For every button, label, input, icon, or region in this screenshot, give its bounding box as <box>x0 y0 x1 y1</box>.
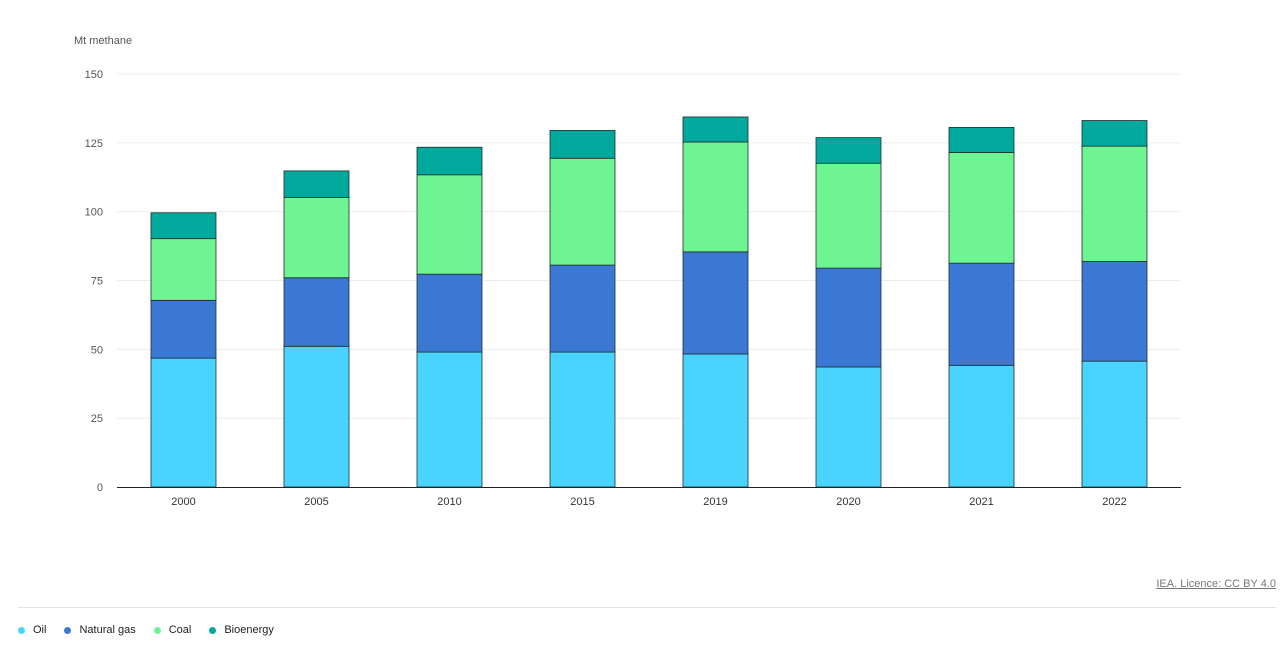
bar-segment-bioenergy-2005[interactable] <box>283 170 350 198</box>
x-tick-label: 2015 <box>570 496 594 508</box>
bar-segment-bioenergy-2019[interactable] <box>682 116 749 143</box>
y-tick-label: 0 <box>97 482 103 494</box>
bar-segment-coal-2021[interactable] <box>948 152 1015 264</box>
bar-segment-natural-gas-2021[interactable] <box>948 262 1015 366</box>
legend-divider <box>18 607 1276 608</box>
legend-label: Bioenergy <box>224 624 274 636</box>
y-tick-label: 25 <box>91 413 103 425</box>
y-tick-label: 75 <box>91 276 103 288</box>
bar-segment-oil-2005[interactable] <box>283 345 350 488</box>
legend-item-oil[interactable]: Oil <box>18 624 46 636</box>
legend-dot-icon <box>18 626 25 634</box>
y-tick-label: 100 <box>85 207 103 219</box>
y-axis-ticks: 0 25 50 75 100 125 150 <box>85 69 103 494</box>
bar-segment-natural-gas-2019[interactable] <box>682 251 749 355</box>
bar-segment-natural-gas-2000[interactable] <box>150 299 217 359</box>
y-tick-label: 150 <box>85 69 103 81</box>
bar-segment-coal-2010[interactable] <box>416 174 483 275</box>
bar-segment-bioenergy-2020[interactable] <box>815 137 882 164</box>
bar-segment-oil-2015[interactable] <box>549 351 616 488</box>
bar-segment-oil-2010[interactable] <box>416 351 483 488</box>
x-tick-label: 2000 <box>171 496 195 508</box>
bar-segment-bioenergy-2000[interactable] <box>150 212 217 240</box>
bar-segment-oil-2020[interactable] <box>815 366 882 488</box>
bar-segment-oil-2021[interactable] <box>948 364 1015 488</box>
legend-dot-icon <box>64 626 72 634</box>
grid-lines <box>117 73 1181 419</box>
x-tick-label: 2020 <box>836 496 860 508</box>
bar-segment-coal-2005[interactable] <box>283 196 350 279</box>
bar-segment-coal-2019[interactable] <box>682 141 749 253</box>
y-tick-label: 125 <box>85 138 103 150</box>
bar-segment-natural-gas-2020[interactable] <box>815 267 882 368</box>
bar-segment-oil-2019[interactable] <box>682 353 749 488</box>
legend: Oil Natural gas Coal Bioenergy <box>18 624 274 636</box>
x-tick-label: 2005 <box>304 496 328 508</box>
bar-segment-bioenergy-2022[interactable] <box>1081 120 1148 147</box>
legend-item-coal[interactable]: Coal <box>153 624 192 636</box>
legend-dot-icon <box>209 626 217 634</box>
bar-segment-coal-2015[interactable] <box>549 157 616 266</box>
x-tick-label: 2019 <box>703 496 727 508</box>
x-tick-label: 2021 <box>969 496 993 508</box>
bar-segment-oil-2022[interactable] <box>1081 360 1148 488</box>
bar-segment-bioenergy-2015[interactable] <box>549 130 616 159</box>
bar-segment-oil-2000[interactable] <box>150 357 217 488</box>
legend-label: Coal <box>168 624 192 636</box>
bar-segment-bioenergy-2010[interactable] <box>416 146 483 176</box>
bar-segment-natural-gas-2015[interactable] <box>549 264 616 353</box>
legend-item-natural-gas[interactable]: Natural gas <box>64 624 136 636</box>
bar-segment-natural-gas-2005[interactable] <box>283 277 350 347</box>
x-tick-label: 2022 <box>1102 496 1126 508</box>
y-tick-label: 50 <box>91 344 103 356</box>
bars <box>150 116 1148 488</box>
legend-label: Oil <box>33 624 47 636</box>
legend-dot-icon <box>153 626 161 634</box>
stacked-bar-chart: 0 25 50 75 100 125 150 2000 2005 2010 2015 2019 202… <box>85 69 1181 508</box>
bar-segment-natural-gas-2022[interactable] <box>1081 261 1148 362</box>
bar-segment-natural-gas-2010[interactable] <box>416 273 483 353</box>
legend-label: Natural gas <box>79 624 136 636</box>
bar-segment-coal-2020[interactable] <box>815 162 882 269</box>
bar-segment-coal-2022[interactable] <box>1081 145 1148 262</box>
legend-item-bioenergy[interactable]: Bioenergy <box>209 624 274 636</box>
x-axis-ticks: 2000 2005 2010 2015 2019 2020 2021 2022 <box>171 496 1126 508</box>
licence-link[interactable]: IEA. Licence: CC BY 4.0 <box>1156 578 1276 590</box>
bar-segment-coal-2000[interactable] <box>150 238 217 301</box>
x-tick-label: 2010 <box>437 496 461 508</box>
y-axis-unit-label: Mt methane <box>74 35 133 47</box>
bar-segment-bioenergy-2021[interactable] <box>948 127 1015 153</box>
